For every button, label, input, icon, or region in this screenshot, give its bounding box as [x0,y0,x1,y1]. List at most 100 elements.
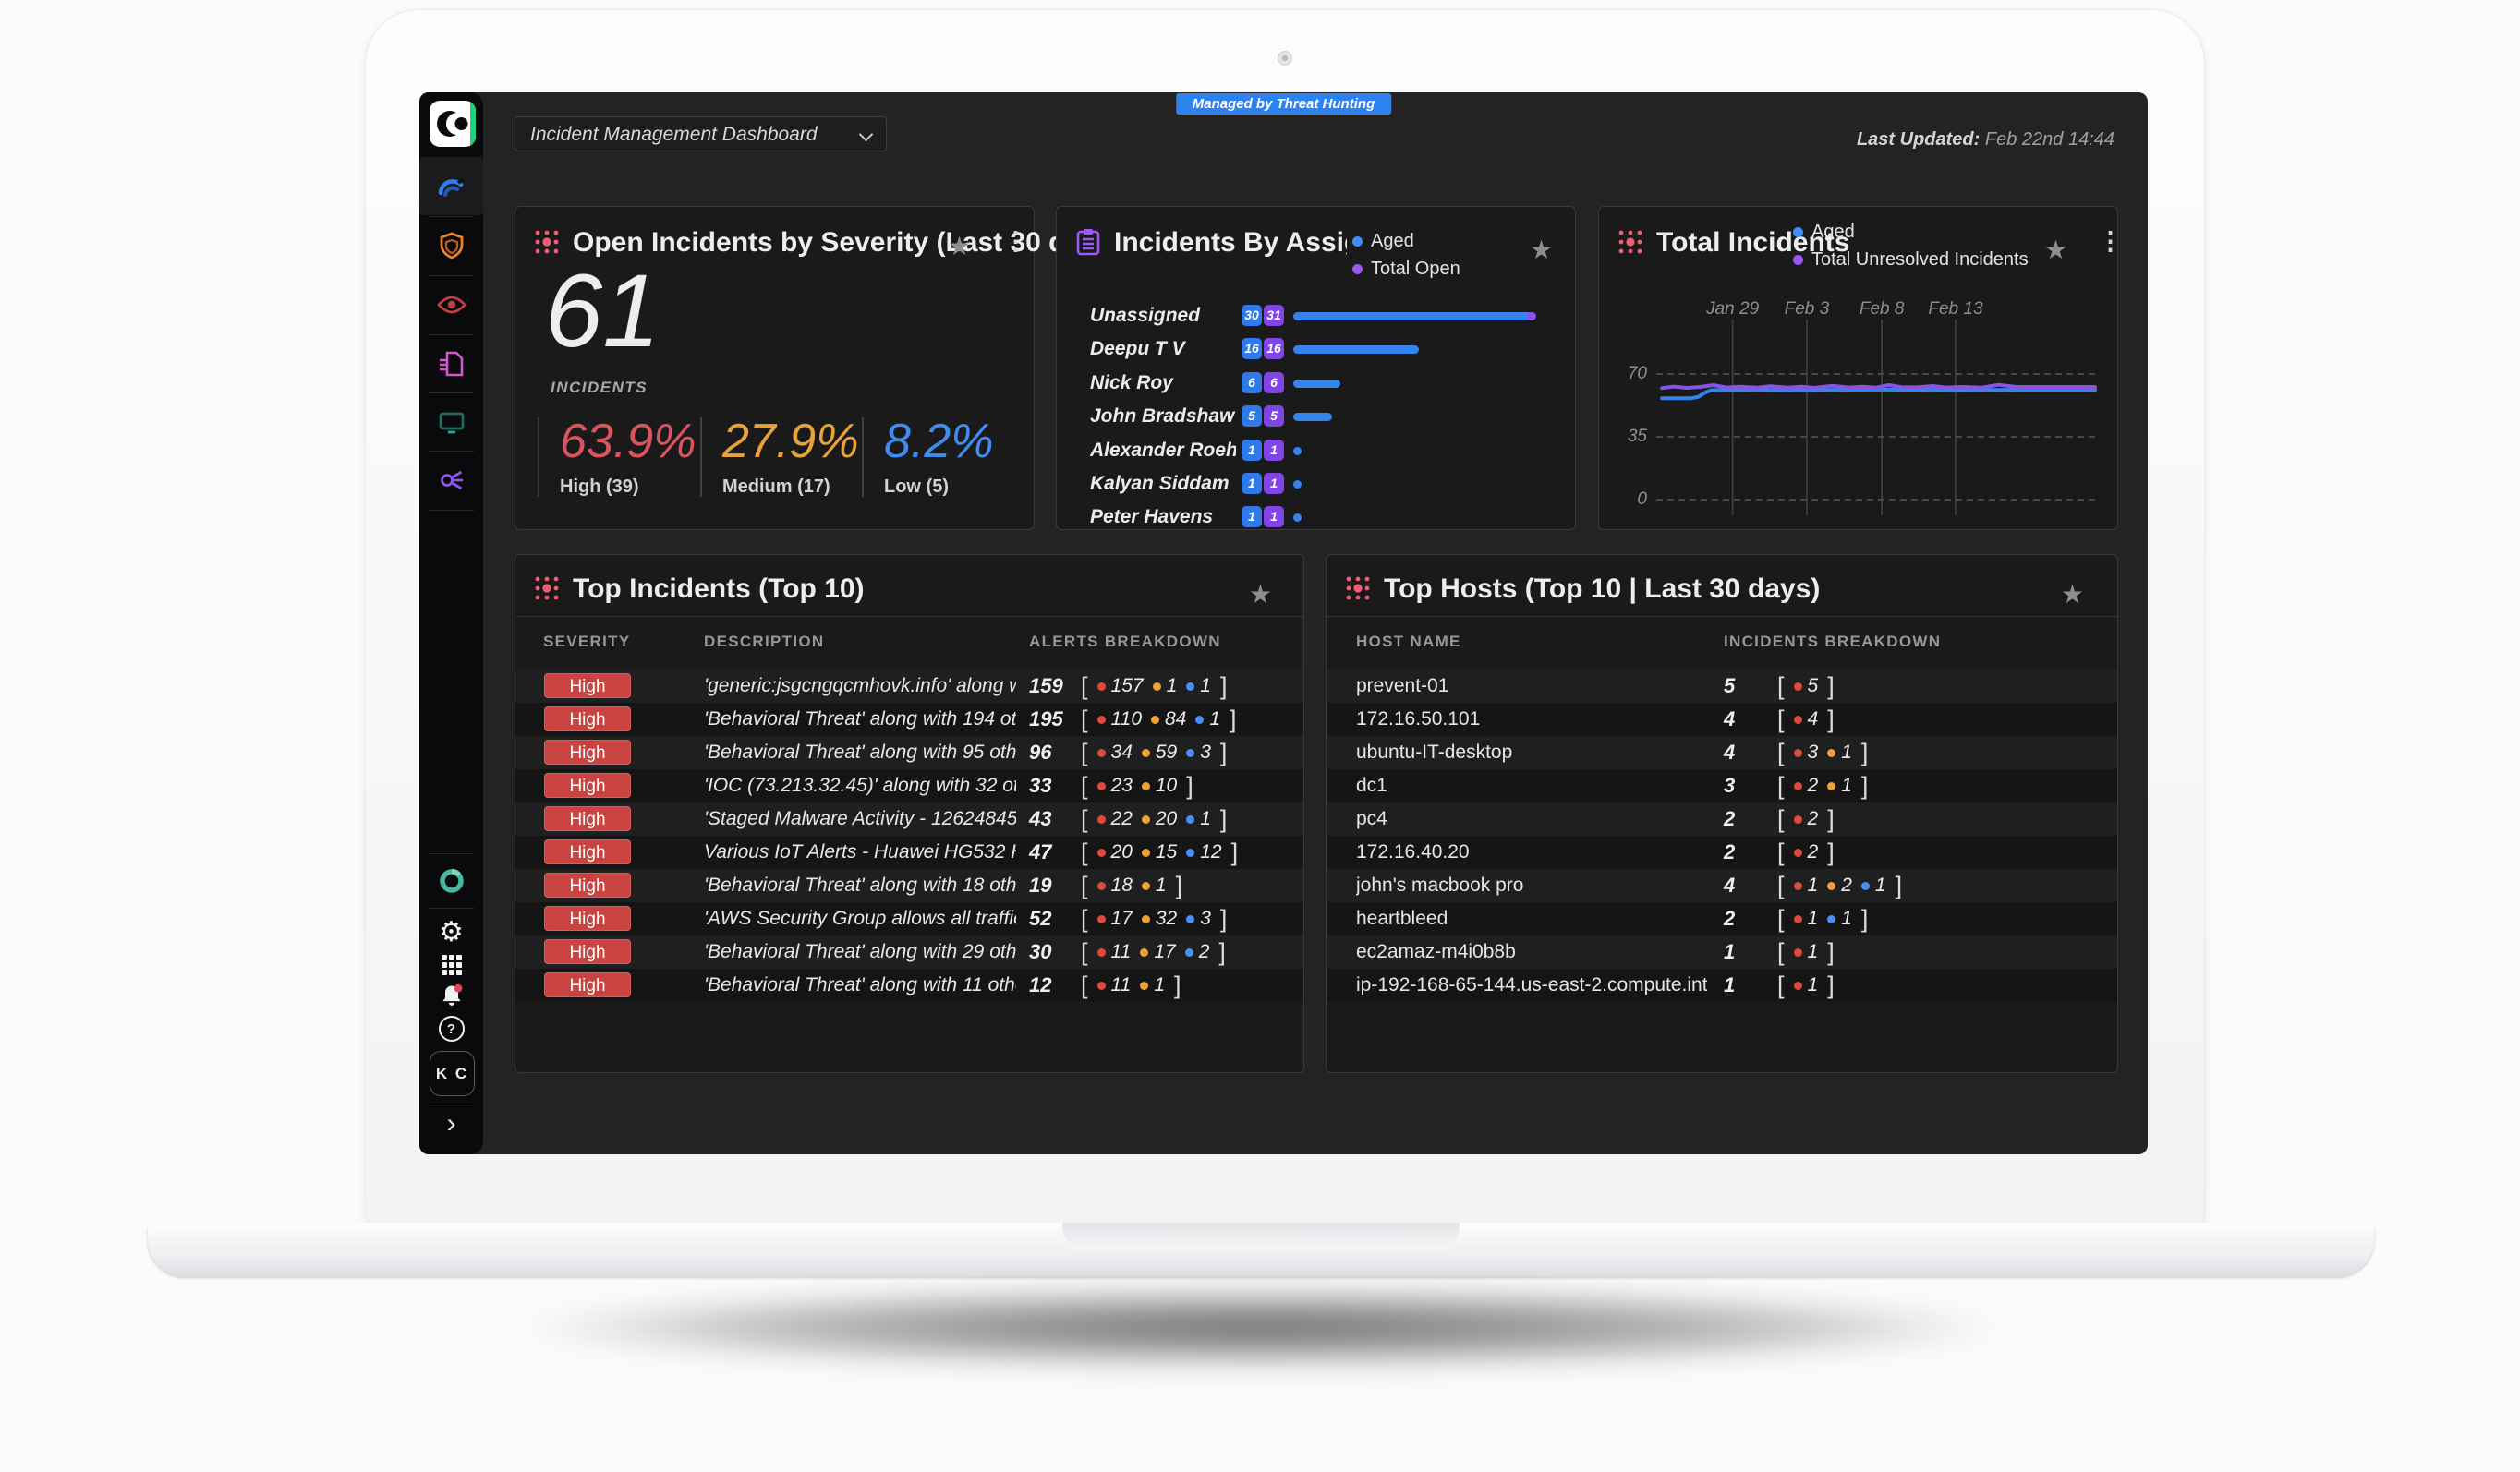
breakdown-item: 5 [1793,675,1819,697]
app-logo[interactable] [430,101,476,147]
severity-stat: 8.2% Low (5) [862,417,1010,497]
incident-row[interactable]: High 'Behavioral Threat' along with 11 ot… [515,969,1303,1002]
breakdown-value: 4 [1807,708,1819,730]
breakdown-item: 1 [1860,875,1886,897]
breakdown-value: 1 [1874,875,1886,896]
notifications-button[interactable] [419,977,483,1014]
legend-dot-icon [1793,227,1803,237]
sidebar-divider [429,275,474,276]
alerts-breakdown: [2] [1777,839,1835,866]
favorite-star-icon[interactable]: ★ [2044,235,2068,264]
breakdown-item: 1 [1827,742,1852,764]
document-export-icon [439,351,463,377]
sidebar-item-visibility[interactable] [419,279,483,331]
alerts-breakdown: [18 1] [1081,872,1182,899]
total-count-badge: 1 [1264,439,1284,461]
low-severity-dot-icon [1195,715,1205,724]
breakdown-item: 1 [1793,941,1818,963]
host-row[interactable]: heartbleed 2 [1 1] [1327,902,2117,935]
host-row[interactable]: ubuntu-IT-desktop 4 [3 1] [1327,736,2117,769]
legend-item[interactable]: Total Open [1352,259,1460,280]
apps-button[interactable] [419,947,483,983]
breakdown-value: 2 [1198,941,1210,962]
host-row[interactable]: 172.16.40.20 2[2] [1327,836,2117,869]
low-severity-dot-icon [1186,814,1195,824]
breakdown-item: 4 [1793,708,1819,730]
legend-dot-icon [1352,264,1363,274]
assignee-row[interactable]: Nick Roy 6 6 [1057,370,1575,398]
alerts-breakdown: [4] [1777,706,1835,733]
user-avatar[interactable]: K C [430,1051,475,1096]
sidebar-expand-chevron[interactable]: › [446,1108,456,1139]
host-row[interactable]: john's macbook pro 4 [1 2 1] [1327,869,2117,902]
breakdown-value: 5 [1807,675,1819,696]
host-row[interactable]: prevent-01 5[5] [1327,670,2117,703]
assignee-row[interactable]: John Bradshaw 5 5 [1057,404,1575,431]
medium-severity-dot-icon [1151,715,1159,724]
legend-item[interactable]: Aged [1352,231,1460,252]
kebab-menu-icon[interactable]: ⋮ [1003,227,1028,255]
bracket-close: ] [1827,672,1835,700]
breakdown-value: 1 [1841,908,1852,929]
kebab-menu-icon[interactable]: ⋮ [2098,227,2123,255]
sidebar-item-endpoints[interactable] [419,396,483,448]
bracket-open: [ [1081,839,1088,866]
sidebar-item-dashboard[interactable] [419,157,483,215]
breakdown-value: 1 [1841,742,1852,763]
assignee-row[interactable]: Alexander Roehlich 11 [1057,438,1575,465]
settings-button[interactable]: ⚙ [419,912,483,953]
assignee-row[interactable]: Unassigned 30 31 [1057,303,1575,331]
incident-row[interactable]: High Various IoT Alerts - Huawei HG532 Ho… [515,836,1303,869]
high-severity-dot-icon [1793,848,1802,857]
incident-count: 5 [1724,674,1736,697]
sidebar-item-loop[interactable] [419,855,483,907]
incident-row[interactable]: High 'Behavioral Threat' along with 29 ot… [515,935,1303,969]
host-row[interactable]: dc1 3 [2 1] [1327,769,2117,802]
incident-row[interactable]: High 'Behavioral Threat' along with 18 ot… [515,869,1303,902]
medium-severity-dot-icon [1827,881,1836,890]
breakdown-value: 12 [1200,841,1222,863]
favorite-star-icon[interactable]: ★ [1248,580,1272,609]
legend-item[interactable]: Aged [1793,222,2029,243]
host-name: 172.16.40.20 [1356,841,1470,863]
aged-bar-segment [1293,413,1333,422]
assignee-row[interactable]: Deepu T V 16 16 [1057,336,1575,364]
sidebar-item-threat-protection[interactable] [419,220,483,271]
incident-row[interactable]: High 'Staged Malware Activity - 126248456… [515,802,1303,836]
dashboard-selector[interactable]: Incident Management Dashboard [515,116,887,151]
host-row[interactable]: pc4 2[2] [1327,802,2117,836]
sidebar-item-network[interactable] [419,454,483,506]
breakdown-value: 11 [1110,974,1132,995]
severity-badge: High [544,706,631,731]
breakdown-value: 23 [1110,775,1133,796]
severity-percent: 27.9% [722,415,859,468]
monitor-icon [439,412,464,434]
favorite-star-icon[interactable]: ★ [948,232,972,260]
incident-row[interactable]: High 'IOC (73.213.32.45)' along with 32 o… [515,769,1303,802]
aged-bar-segment [1293,446,1302,455]
help-button[interactable]: ? [419,1010,483,1047]
breakdown-item: 22 [1096,808,1133,830]
host-row[interactable]: ip-192-168-65-144.us-east-2.compute.inte… [1327,969,2117,1002]
clipboard-icon [1076,229,1100,256]
incident-count: 2 [1724,907,1736,930]
host-row[interactable]: 172.16.50.101 4[4] [1327,703,2117,736]
incident-row[interactable]: High 'Behavioral Threat' along with 95 ot… [515,736,1303,769]
incident-row[interactable]: High 'Behavioral Threat' along with 194 o… [515,703,1303,736]
incident-row[interactable]: High 'AWS Security Group allows all traff… [515,902,1303,935]
incident-row[interactable]: High 'generic:jsgcngqcmhovk.info' along w… [515,670,1303,703]
y-axis-tick: 35 [1627,427,1647,446]
favorite-star-icon[interactable]: ★ [1530,235,1554,264]
assignee-row[interactable]: Kalyan Siddam 1 1 [1057,471,1575,499]
favorite-star-icon[interactable]: ★ [2060,580,2084,609]
assignee-row[interactable]: Peter Havens 1 1 [1057,504,1575,532]
card-title: Incidents By Assignee (To... [1114,227,1347,258]
host-row[interactable]: ec2amaz-m4i0b8b 1[1] [1327,935,2117,969]
legend-item[interactable]: Total Unresolved Incidents [1793,249,2029,271]
breakdown-value: 11 [1110,941,1132,962]
sidebar-item-reports[interactable] [419,338,483,390]
alert-count: 12 [1029,973,1052,996]
bracket-open: [ [1081,872,1088,899]
table-divider [515,616,1303,617]
low-severity-dot-icon [1827,914,1836,923]
